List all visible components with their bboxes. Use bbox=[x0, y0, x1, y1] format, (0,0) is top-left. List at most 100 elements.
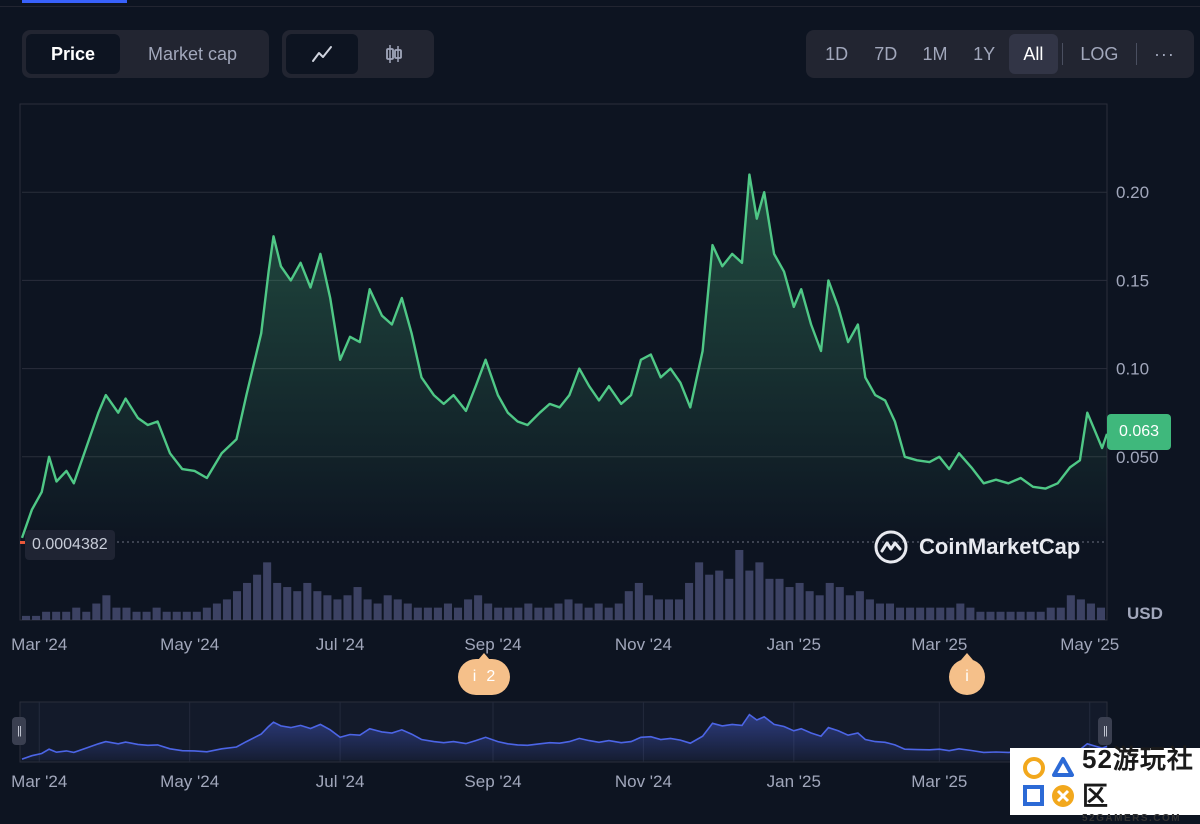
range-divider bbox=[1061, 43, 1063, 65]
brand-name: CoinMarketCap bbox=[919, 534, 1081, 559]
price-series-line bbox=[20, 173, 1109, 539]
volume-bar bbox=[1026, 611, 1035, 620]
volume-bar bbox=[644, 595, 653, 620]
volume-bar bbox=[715, 570, 724, 620]
volume-bar bbox=[554, 603, 563, 620]
navigator-right-handle[interactable]: || bbox=[1098, 717, 1112, 745]
currency-label: USD bbox=[1127, 604, 1163, 623]
volume-bar bbox=[785, 587, 794, 620]
active-tab-indicator bbox=[22, 0, 127, 3]
volume-bar bbox=[1006, 611, 1015, 620]
price-tab[interactable]: Price bbox=[26, 34, 120, 74]
line-chart-icon bbox=[312, 46, 332, 62]
market-cap-tab[interactable]: Market cap bbox=[147, 43, 238, 64]
volume-bar bbox=[303, 582, 312, 620]
volume-bar bbox=[855, 591, 864, 620]
x-tick-label: Mar '25 bbox=[911, 635, 967, 654]
volume-bar bbox=[443, 603, 452, 620]
volume-bar bbox=[142, 611, 151, 620]
y-tick-label: 0.15 bbox=[1116, 271, 1149, 290]
volume-bar bbox=[524, 603, 533, 620]
volume-bar bbox=[574, 603, 583, 620]
volume-bar bbox=[393, 599, 402, 620]
volume-bar bbox=[333, 599, 342, 620]
navigator-x-tick-label: Nov '24 bbox=[615, 772, 672, 791]
volume-bar bbox=[22, 615, 31, 620]
volume-bar bbox=[1036, 611, 1045, 620]
volume-bar bbox=[564, 599, 573, 620]
site-watermark: 52游玩社区 52GAMERS.COM bbox=[1010, 744, 1200, 824]
volume-bar bbox=[323, 595, 332, 620]
volume-bar bbox=[192, 611, 201, 620]
volume-bar bbox=[42, 611, 51, 620]
chart-style-toggle bbox=[282, 30, 434, 78]
candlestick-chart-button[interactable] bbox=[358, 34, 430, 74]
volume-bar bbox=[474, 595, 483, 620]
x-tick-label: Jan '25 bbox=[767, 635, 821, 654]
volume-bar bbox=[484, 603, 493, 620]
volume-bar bbox=[765, 578, 774, 620]
info-icon: i bbox=[472, 668, 477, 685]
volume-bar bbox=[232, 591, 242, 620]
volume-bar bbox=[222, 599, 231, 620]
navigator-left-handle[interactable]: || bbox=[12, 717, 26, 745]
navigator-x-tick-label: Mar '25 bbox=[911, 772, 967, 791]
volume-bar bbox=[896, 607, 905, 620]
more-options-button[interactable]: ··· bbox=[1153, 43, 1175, 64]
volume-bar bbox=[52, 611, 61, 620]
range-1d-button[interactable]: 1D bbox=[825, 43, 849, 64]
volume-bar bbox=[132, 611, 141, 620]
volume-bar bbox=[82, 611, 91, 620]
volume-bar bbox=[464, 599, 473, 620]
navigator-area bbox=[22, 714, 1107, 760]
price-area-fill bbox=[22, 174, 1107, 545]
volume-bar bbox=[243, 582, 252, 620]
volume-bar bbox=[906, 607, 915, 620]
coinmarketcap-icon bbox=[874, 530, 908, 564]
volume-bar bbox=[584, 607, 593, 620]
volume-bar bbox=[875, 603, 884, 620]
line-chart-button[interactable] bbox=[286, 34, 358, 74]
x-tick-label: May '24 bbox=[160, 635, 219, 654]
volume-bar bbox=[594, 603, 603, 620]
range-all-button[interactable]: All bbox=[1008, 34, 1058, 74]
volume-bar bbox=[865, 599, 874, 620]
volume-bar bbox=[152, 607, 161, 620]
volume-bar bbox=[273, 582, 282, 620]
volume-bar bbox=[705, 574, 714, 620]
y-tick-label: 0.050 bbox=[1116, 448, 1159, 467]
navigator-line bbox=[21, 713, 1108, 760]
volume-bar bbox=[604, 607, 613, 620]
volume-bar bbox=[162, 611, 171, 620]
volume-bar bbox=[685, 582, 694, 620]
volume-bar bbox=[805, 591, 814, 620]
volume-bar bbox=[363, 599, 372, 620]
info-icon: i bbox=[965, 668, 969, 685]
range-1m-button[interactable]: 1M bbox=[922, 43, 948, 64]
volume-bar bbox=[996, 611, 1005, 620]
log-scale-button[interactable]: LOG bbox=[1080, 43, 1119, 64]
volume-bar bbox=[825, 582, 834, 620]
volume-bar bbox=[202, 607, 211, 620]
x-tick-label: Sep '24 bbox=[464, 635, 521, 654]
volume-bar bbox=[654, 599, 663, 620]
volume-bar bbox=[1056, 607, 1065, 620]
volume-bar bbox=[1096, 607, 1105, 620]
volume-bar bbox=[664, 599, 674, 620]
x-tick-label: Nov '24 bbox=[615, 635, 672, 654]
volume-bar bbox=[1016, 611, 1025, 620]
volume-bar bbox=[172, 611, 181, 620]
chart-type-toggle: Price Market cap bbox=[22, 30, 269, 78]
event-marker[interactable]: i bbox=[949, 653, 985, 695]
volume-bar bbox=[453, 607, 463, 620]
volume-bar bbox=[614, 603, 623, 620]
range-1y-button[interactable]: 1Y bbox=[973, 43, 996, 64]
candlestick-icon bbox=[386, 45, 402, 63]
volume-bar bbox=[263, 562, 272, 620]
event-marker[interactable]: i 2 bbox=[458, 653, 510, 695]
volume-bar bbox=[92, 603, 101, 620]
navigator-x-tick-label: Mar '24 bbox=[11, 772, 67, 791]
range-7d-button[interactable]: 7D bbox=[874, 43, 898, 64]
volume-bar bbox=[1086, 603, 1095, 620]
